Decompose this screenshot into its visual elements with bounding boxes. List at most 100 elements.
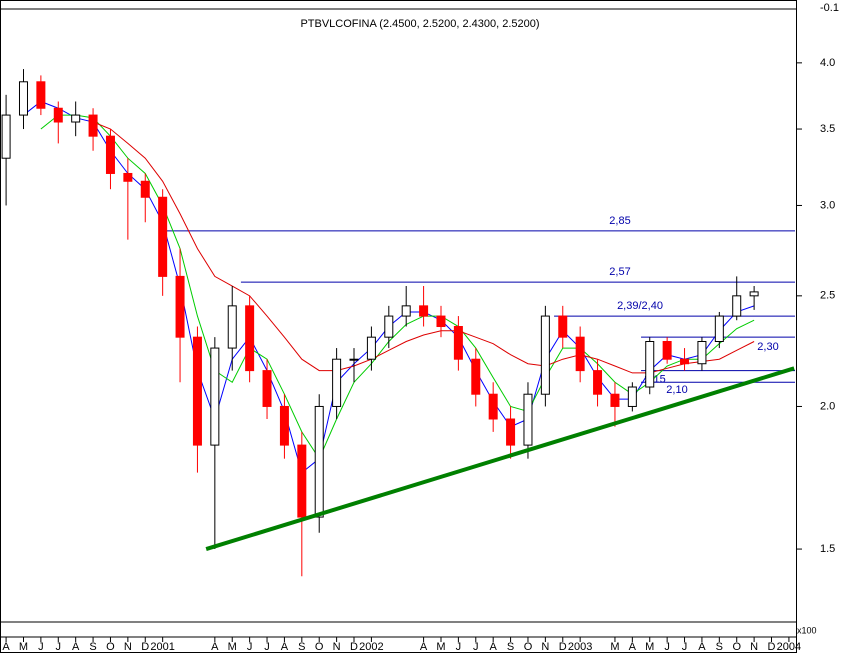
x-tick-label: S — [507, 641, 514, 653]
candle-body — [401, 305, 411, 317]
x-tick-label: A — [629, 641, 637, 653]
candle-body — [227, 305, 237, 349]
candle-body — [366, 336, 376, 360]
x-tick-label: J — [38, 641, 44, 653]
x-tick-label: O — [524, 641, 533, 653]
x-tick-label: N — [541, 641, 549, 653]
x-tick-label: N — [124, 641, 132, 653]
x-tick-label: J — [473, 641, 479, 653]
x-tick-label: J — [456, 641, 462, 653]
y-tick-label: 1.5 — [820, 543, 835, 555]
candle-body — [71, 114, 81, 123]
candle-body — [210, 347, 220, 446]
y-tick-label: 2.5 — [820, 290, 835, 302]
x-tick-label: M — [645, 641, 654, 653]
x-tick-label: J — [264, 641, 270, 653]
candle-body — [123, 172, 133, 182]
x-tick-label: D — [141, 641, 149, 653]
x-tick-label: 2001 — [150, 641, 174, 653]
level-label: 2,85 — [609, 215, 630, 227]
candle-body — [436, 315, 446, 328]
candle-body — [593, 370, 603, 395]
x-tick-label: D — [559, 641, 567, 653]
x-tick-label: J — [247, 641, 253, 653]
candle-body — [105, 135, 115, 174]
candle-body — [262, 370, 272, 407]
candle-body — [627, 386, 637, 407]
candle-body — [419, 305, 429, 317]
level-label: 2,57 — [609, 266, 630, 278]
candle-body — [523, 393, 533, 446]
candle-body — [680, 358, 690, 365]
x-tick-label: J — [682, 641, 688, 653]
candle-body — [384, 315, 394, 338]
candle-body — [558, 315, 568, 338]
candle-body — [662, 341, 672, 360]
candle-body — [488, 393, 498, 420]
candle-body — [314, 405, 324, 518]
moving-average — [92, 121, 755, 374]
candle-body — [245, 305, 255, 372]
candle-body — [140, 180, 150, 198]
x-tick-label: N — [333, 641, 341, 653]
candle-body — [697, 341, 707, 365]
x-tick-label: A — [72, 641, 80, 653]
plot-frame — [0, 0, 797, 653]
x-tick-label: A — [281, 641, 289, 653]
x-tick-label: D — [768, 641, 776, 653]
candle-body — [192, 336, 202, 446]
candle-body — [714, 315, 724, 343]
x-tick-label: M — [436, 641, 445, 653]
candle-body — [645, 341, 655, 388]
candle-body — [36, 81, 46, 109]
level-label: 2,30 — [757, 341, 778, 353]
candle-body — [53, 107, 63, 123]
x-tick-label: 2002 — [359, 641, 383, 653]
candle-body — [453, 326, 463, 360]
y-tick-label: 2.0 — [820, 400, 835, 412]
candle-body — [732, 295, 742, 317]
candle-body — [349, 358, 359, 361]
x-tick-label: O — [106, 641, 115, 653]
candle-body — [610, 393, 620, 407]
candle-body — [279, 405, 289, 446]
candle-body — [175, 275, 185, 338]
x-tick-label: M — [610, 641, 619, 653]
candle-body — [540, 315, 550, 395]
candle-body — [158, 196, 168, 277]
y-tick-label: 3.0 — [820, 199, 835, 211]
x-tick-label: S — [298, 641, 305, 653]
moving-average — [23, 100, 755, 474]
candle-body — [575, 336, 585, 372]
x-tick-label: 2003 — [568, 641, 592, 653]
candle-body — [1, 114, 11, 159]
x-tick-label: J — [664, 641, 670, 653]
x-tick-label: 2004 — [777, 641, 801, 653]
candle-body — [471, 358, 481, 395]
x-tick-label: S — [89, 641, 96, 653]
x-tick-label: A — [211, 641, 219, 653]
x-tick-label: M — [228, 641, 237, 653]
x-tick-label: O — [315, 641, 324, 653]
y-tick-label: 4.0 — [820, 57, 835, 69]
y-tick-label: 3.5 — [820, 123, 835, 135]
candle-body — [332, 358, 342, 407]
x-tick-label: A — [490, 641, 498, 653]
x-tick-label: A — [698, 641, 706, 653]
candle-body — [749, 291, 759, 297]
x-tick-label: A — [2, 641, 10, 653]
x-tick-label: D — [350, 641, 358, 653]
candle-body — [506, 418, 516, 446]
level-label: 2,10 — [666, 384, 687, 396]
x-tick-label: O — [732, 641, 741, 653]
candle-body — [297, 444, 307, 518]
x-tick-label: S — [716, 641, 723, 653]
indicator-tick: -0.1 — [820, 2, 839, 14]
x-tick-label: M — [19, 641, 28, 653]
trendline — [205, 366, 795, 551]
moving-average — [40, 114, 755, 460]
level-label: 2,39/2,40 — [617, 300, 663, 312]
indicator-unit: x100 — [797, 625, 817, 635]
x-tick-label: J — [56, 641, 62, 653]
